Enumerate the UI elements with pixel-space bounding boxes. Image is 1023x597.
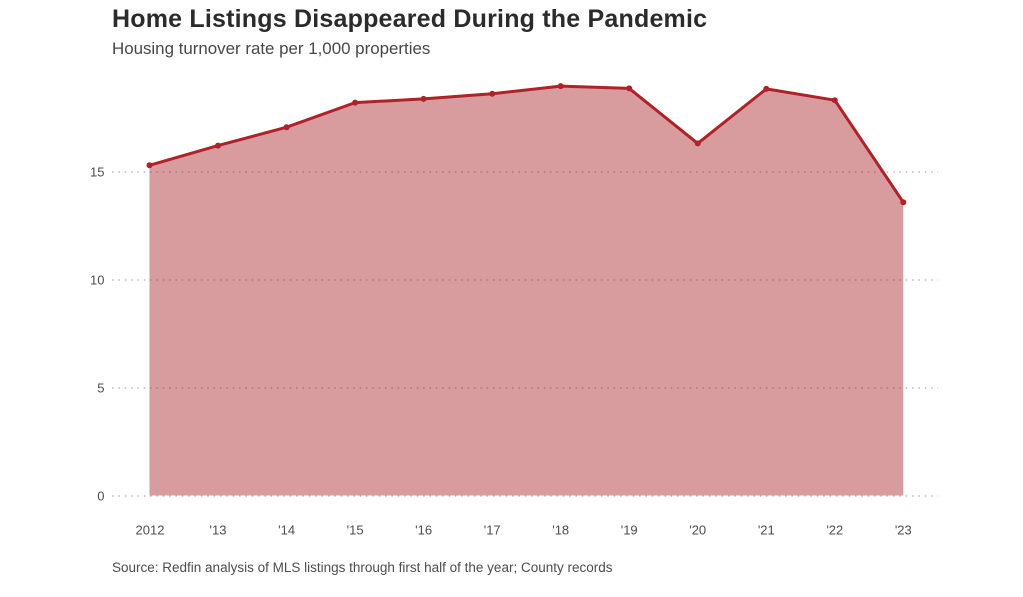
svg-text:'18: '18 [552, 523, 569, 538]
svg-text:5: 5 [97, 381, 104, 396]
svg-text:'19: '19 [621, 523, 638, 538]
svg-text:'21: '21 [758, 523, 775, 538]
svg-text:15: 15 [90, 165, 104, 180]
svg-text:'14: '14 [278, 523, 295, 538]
svg-text:'22: '22 [826, 523, 843, 538]
svg-text:'16: '16 [415, 523, 432, 538]
svg-text:10: 10 [90, 273, 104, 288]
svg-text:'13: '13 [210, 523, 227, 538]
svg-text:'15: '15 [347, 523, 364, 538]
svg-text:0: 0 [97, 489, 104, 504]
svg-text:'20: '20 [689, 523, 706, 538]
svg-text:'23: '23 [895, 523, 912, 538]
svg-text:2012: 2012 [136, 523, 165, 538]
svg-text:'17: '17 [484, 523, 501, 538]
